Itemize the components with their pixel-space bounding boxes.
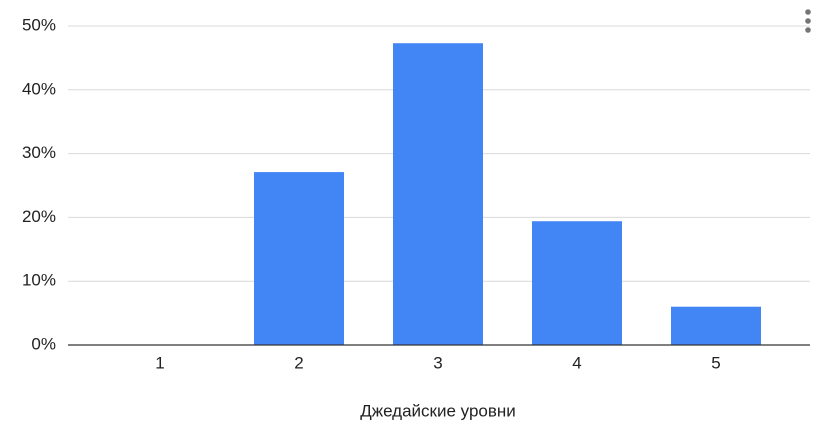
menu-dot <box>805 18 811 24</box>
x-tick-label: 5 <box>711 353 720 372</box>
y-tick-label: 10% <box>22 271 56 290</box>
x-axis-label: Джедайские уровни <box>360 401 516 420</box>
y-tick-label: 20% <box>22 207 56 226</box>
x-tick-label: 4 <box>572 353 581 372</box>
menu-dot <box>805 9 811 15</box>
x-tick-label: 3 <box>433 353 442 372</box>
bar <box>671 306 761 345</box>
x-tick-label: 1 <box>155 353 164 372</box>
x-tick-label: 2 <box>294 353 303 372</box>
menu-icon[interactable] <box>805 9 811 33</box>
y-tick-label: 50% <box>22 15 56 34</box>
menu-dot <box>805 27 811 33</box>
y-tick-label: 0% <box>31 334 56 353</box>
bar <box>393 43 483 345</box>
bar <box>532 221 622 345</box>
y-tick-label: 40% <box>22 79 56 98</box>
y-tick-label: 30% <box>22 143 56 162</box>
bar <box>254 172 344 345</box>
